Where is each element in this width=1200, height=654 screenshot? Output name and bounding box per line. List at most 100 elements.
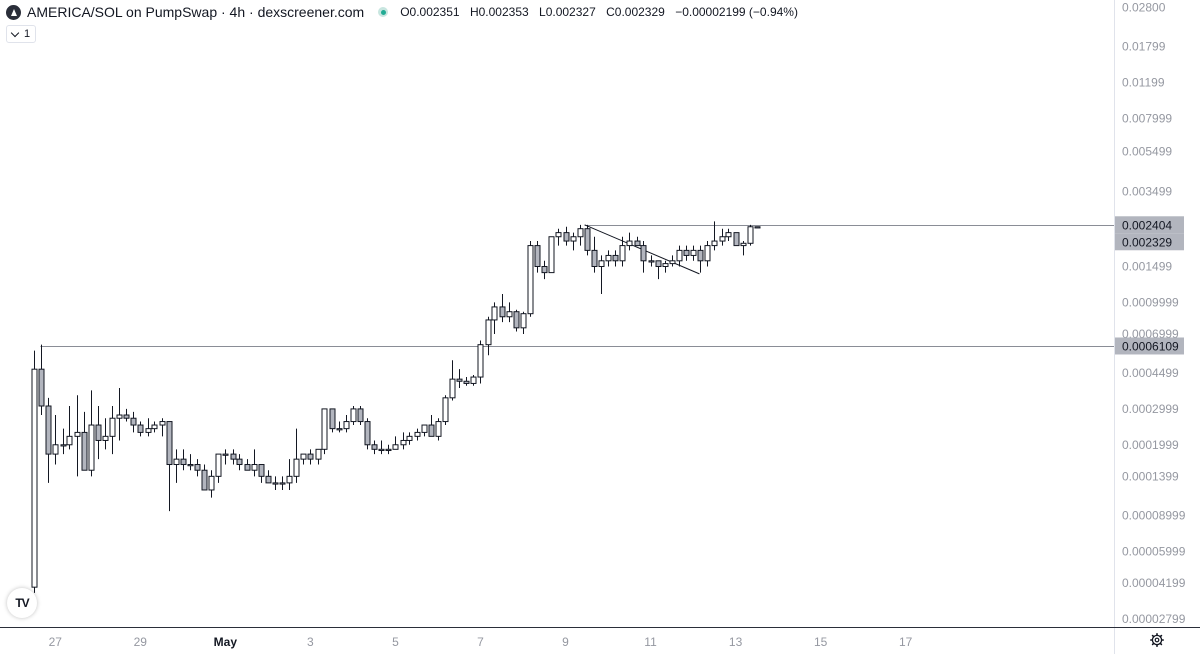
candle[interactable] [236, 454, 243, 471]
candle[interactable] [534, 241, 541, 273]
candle[interactable] [201, 464, 208, 491]
candle[interactable] [244, 459, 251, 471]
candle[interactable] [208, 470, 215, 498]
candle[interactable] [279, 476, 286, 490]
candle[interactable] [683, 245, 690, 261]
indicators-toggle-button[interactable]: 1 [6, 25, 37, 43]
candle[interactable] [307, 449, 314, 465]
candle[interactable] [371, 440, 378, 455]
candle[interactable] [66, 406, 73, 450]
candle[interactable] [513, 309, 520, 332]
candle[interactable] [336, 421, 343, 433]
candle[interactable] [315, 448, 322, 465]
candle[interactable] [733, 232, 740, 247]
candle[interactable] [676, 245, 683, 267]
candle[interactable] [38, 344, 45, 416]
candle[interactable] [81, 411, 88, 471]
candle[interactable] [378, 440, 385, 455]
candle[interactable] [577, 224, 584, 246]
candle[interactable] [754, 226, 761, 229]
candle[interactable] [719, 228, 726, 246]
candle[interactable] [400, 432, 407, 450]
candle[interactable] [520, 311, 527, 334]
candle[interactable] [619, 236, 626, 267]
candle[interactable] [45, 397, 52, 483]
candle[interactable] [477, 340, 484, 384]
candle[interactable] [485, 316, 492, 356]
candle[interactable] [343, 415, 350, 433]
candle[interactable] [612, 250, 619, 267]
candle[interactable] [364, 418, 371, 450]
candle[interactable] [648, 255, 655, 267]
candle[interactable] [180, 449, 187, 471]
candle[interactable] [406, 432, 413, 445]
candle[interactable] [690, 245, 697, 261]
candle[interactable] [527, 241, 534, 317]
candle[interactable] [145, 418, 152, 437]
candle[interactable] [286, 459, 293, 490]
candle[interactable] [711, 221, 718, 251]
candle[interactable] [435, 418, 442, 441]
candle[interactable] [194, 459, 201, 477]
candle[interactable] [52, 415, 59, 465]
candle[interactable] [357, 406, 364, 426]
candle[interactable] [151, 421, 158, 433]
candle[interactable] [428, 415, 435, 437]
candle[interactable] [421, 424, 428, 437]
candle[interactable] [640, 241, 647, 273]
candle[interactable] [555, 228, 562, 246]
candle[interactable] [442, 395, 449, 426]
candle[interactable] [506, 302, 513, 323]
candle[interactable] [251, 449, 258, 477]
candle[interactable] [655, 260, 662, 280]
candle[interactable] [159, 418, 166, 437]
candle[interactable] [293, 428, 300, 483]
candle[interactable] [591, 236, 598, 273]
gear-icon[interactable] [1150, 633, 1164, 647]
candle[interactable] [116, 387, 123, 441]
candle[interactable] [470, 375, 477, 386]
candle[interactable] [300, 453, 307, 465]
candle[interactable] [187, 454, 194, 471]
candle[interactable] [258, 464, 265, 483]
candle[interactable] [634, 236, 641, 247]
candle[interactable] [740, 241, 747, 256]
candle[interactable] [272, 476, 279, 490]
candle[interactable] [456, 369, 463, 388]
candle[interactable] [669, 255, 676, 267]
candle[interactable] [130, 411, 137, 433]
candle[interactable] [414, 428, 421, 441]
candle[interactable] [662, 260, 669, 273]
candle[interactable] [329, 408, 336, 433]
candle[interactable] [265, 470, 272, 484]
candle[interactable] [222, 449, 229, 465]
candle[interactable] [563, 226, 570, 246]
candle[interactable] [60, 428, 67, 455]
candle[interactable] [350, 406, 357, 426]
candle[interactable] [215, 453, 222, 483]
candle[interactable] [598, 255, 605, 294]
candle[interactable] [95, 406, 102, 460]
candle[interactable] [491, 302, 498, 334]
candle[interactable] [109, 406, 116, 455]
candle[interactable] [88, 390, 95, 477]
candle[interactable] [548, 236, 555, 274]
candle[interactable] [499, 293, 506, 323]
candle[interactable] [449, 360, 456, 401]
candle[interactable] [392, 436, 399, 450]
candle[interactable] [123, 408, 130, 422]
tradingview-logo[interactable]: TV [7, 588, 37, 618]
candle[interactable] [102, 418, 109, 450]
candle[interactable] [541, 260, 548, 280]
market-status-icon[interactable] [378, 7, 389, 17]
candle[interactable] [385, 444, 392, 455]
candle[interactable] [230, 449, 237, 465]
candle[interactable] [626, 232, 633, 251]
candle[interactable] [704, 241, 711, 267]
candle[interactable] [137, 421, 144, 437]
candle[interactable] [173, 449, 180, 483]
candle[interactable] [570, 232, 577, 251]
candle[interactable] [321, 408, 328, 455]
candle[interactable] [747, 224, 754, 246]
